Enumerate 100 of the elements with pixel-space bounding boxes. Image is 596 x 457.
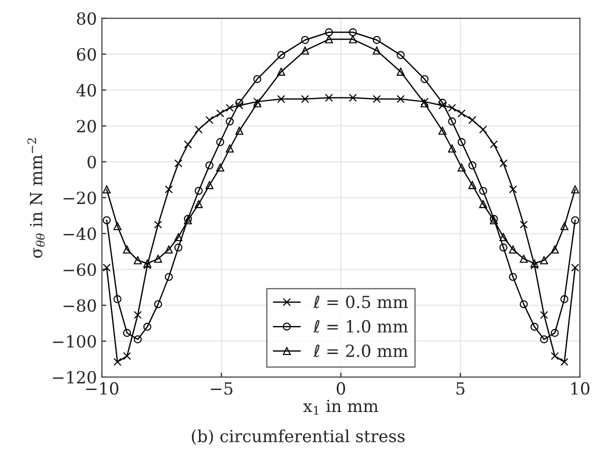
point [164, 246, 173, 254]
point [164, 272, 173, 281]
point [324, 28, 333, 36]
point [550, 246, 559, 254]
point [235, 98, 244, 107]
point [396, 51, 405, 60]
point [134, 256, 142, 264]
point [420, 75, 429, 84]
point [113, 295, 122, 304]
point [216, 164, 224, 172]
point [143, 322, 152, 331]
x-axis-title: x$_{1}$ in mm [303, 400, 378, 415]
point [499, 244, 508, 252]
y-tick-label: −60 [64, 263, 96, 276]
point [348, 94, 357, 102]
point [438, 101, 446, 110]
point [479, 200, 488, 208]
point [499, 159, 508, 168]
point [174, 233, 182, 242]
point [530, 322, 538, 331]
point [372, 95, 381, 103]
point [194, 200, 203, 208]
y-axis-title: σ$_{θθ}$ in N mm$^{−2}$ [27, 138, 45, 258]
y-tick-label: −120 [53, 370, 96, 384]
x-tick-label: 0 [336, 382, 346, 395]
point [540, 310, 548, 319]
point [348, 35, 357, 44]
x-tick-label: −5 [210, 382, 232, 395]
point [396, 95, 405, 103]
point [530, 259, 538, 268]
point [226, 104, 234, 112]
y-tick-label: 40 [76, 84, 96, 97]
point [205, 116, 214, 124]
y-tick-label: 20 [76, 120, 96, 132]
text: (b) circumferential stress [192, 429, 405, 445]
point [102, 264, 111, 272]
point [571, 264, 580, 272]
point [174, 244, 182, 252]
point [154, 220, 162, 229]
point [123, 352, 132, 360]
point [550, 352, 559, 360]
legend-label: ℓ = 0.5 mm [313, 296, 408, 308]
point [520, 254, 528, 263]
point [154, 254, 162, 263]
point [396, 68, 405, 76]
point [520, 220, 528, 229]
y-tick-label: −100 [53, 335, 96, 348]
y-tick-label: 60 [76, 48, 96, 61]
point [123, 246, 132, 254]
y-tick-label: 0 [88, 156, 96, 168]
point [102, 216, 111, 224]
point [479, 126, 488, 134]
point [448, 144, 456, 152]
y-tick-label: −40 [64, 227, 96, 240]
point [113, 358, 122, 366]
point [560, 358, 568, 366]
point [372, 36, 381, 44]
x-tick-label: 10 [571, 382, 590, 395]
point [253, 75, 262, 84]
point [479, 186, 488, 195]
point [184, 140, 192, 148]
point [458, 164, 466, 172]
point [216, 109, 224, 118]
point [560, 295, 568, 304]
point [174, 159, 182, 168]
point [438, 126, 446, 135]
point [277, 68, 286, 76]
point [499, 233, 508, 242]
y-tick-label: 80 [76, 12, 96, 25]
point [301, 95, 310, 103]
point [468, 181, 476, 190]
point [348, 28, 357, 36]
point [468, 116, 476, 124]
point [123, 328, 132, 337]
point [438, 98, 446, 107]
point [468, 161, 476, 170]
x-tick-label: −10 [86, 382, 118, 395]
point [458, 138, 466, 146]
point [508, 272, 517, 281]
point [226, 117, 234, 126]
point [277, 51, 286, 60]
point [540, 335, 548, 344]
point [458, 109, 466, 118]
point [571, 216, 580, 224]
point [113, 222, 122, 230]
point [194, 186, 203, 195]
point [550, 328, 559, 337]
point [235, 126, 244, 135]
point [490, 140, 498, 148]
point [134, 310, 142, 319]
point [508, 185, 517, 194]
point [194, 126, 203, 134]
point [448, 104, 456, 112]
y-tick-label: −80 [64, 299, 96, 312]
point [164, 185, 173, 194]
point [301, 46, 310, 55]
point [205, 181, 214, 190]
point [448, 117, 456, 126]
point [324, 94, 333, 102]
x-tick-label: 5 [456, 382, 464, 395]
